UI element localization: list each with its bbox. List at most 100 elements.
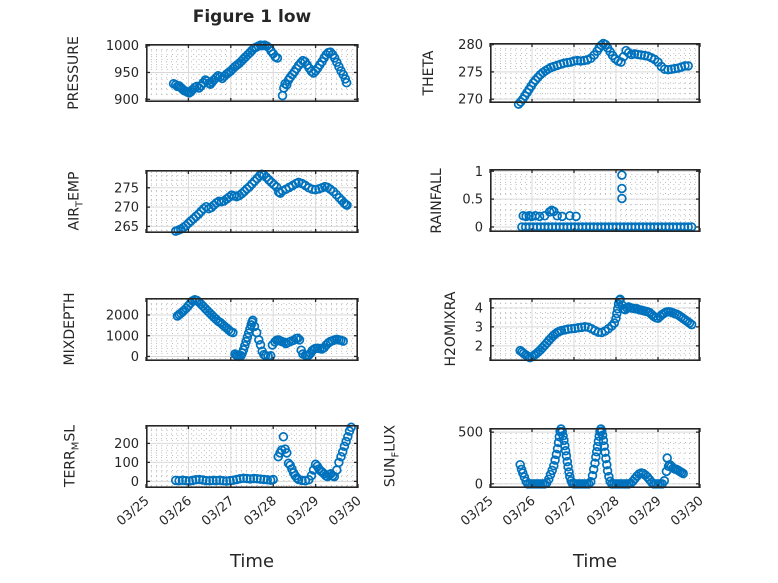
y-tick-label: 0: [131, 350, 139, 365]
data-points: [513, 38, 693, 109]
data-point: [544, 474, 554, 484]
data-point: [170, 475, 181, 486]
y-tick-label: 4: [475, 301, 483, 316]
data-point: [591, 452, 601, 462]
data-point: [530, 75, 541, 85]
data-point: [544, 207, 555, 217]
data-points: [517, 170, 697, 232]
data-point: [269, 179, 279, 190]
data-point: [557, 211, 567, 222]
data-point: [272, 53, 283, 63]
plot-border: [146, 425, 358, 489]
x-axis-label-left: Time: [229, 551, 275, 572]
data-point: [240, 340, 250, 351]
y-tick-label: 1000: [106, 39, 139, 54]
data-point: [334, 193, 345, 203]
subplot-rainfall: 00.51: [462, 165, 701, 236]
y-tick-label: 280: [458, 38, 483, 53]
data-point: [566, 323, 577, 334]
data-point: [588, 464, 599, 475]
y-tick-label: 200: [114, 437, 139, 452]
y-axis-label-pressure: PRESSURE: [66, 36, 82, 110]
data-point: [238, 345, 249, 355]
data-point: [341, 436, 351, 447]
data-point: [678, 468, 688, 479]
data-point: [552, 211, 562, 221]
minor-grid: [490, 169, 700, 232]
y-tick-label: 0.5: [462, 193, 483, 208]
y-axis-label-terr-msl: TERRMSL: [62, 424, 82, 488]
x-tick-label: 03/26: [157, 494, 195, 530]
y-tick-label: 0: [475, 221, 483, 236]
data-point: [561, 451, 572, 461]
data-point: [592, 441, 603, 452]
y-axis-label-h2omixra: H2OMIXRA: [443, 291, 459, 367]
data-point: [599, 441, 609, 451]
data-point: [194, 474, 205, 485]
data-point: [575, 56, 586, 66]
data-point: [563, 324, 573, 334]
data-point: [247, 179, 257, 189]
data-point: [334, 457, 344, 468]
data-point: [339, 441, 350, 452]
data-point: [264, 175, 274, 185]
x-tick-label: 03/27: [199, 494, 237, 530]
data-point: [221, 476, 232, 486]
y-tick-label: 100: [114, 456, 139, 471]
data-point: [616, 57, 626, 67]
y-tick-label: 0: [131, 475, 139, 490]
data-point: [636, 50, 646, 60]
data-point: [633, 49, 643, 60]
x-tick-label: 03/30: [668, 494, 706, 530]
y-tick-label: 1: [475, 165, 483, 180]
data-point: [602, 466, 613, 476]
y-tick-label: 275: [458, 65, 483, 80]
y-tick-label: 275: [114, 181, 139, 196]
data-point: [609, 318, 620, 328]
data-point: [558, 431, 568, 441]
data-point: [680, 61, 690, 71]
y-tick-label: 3: [475, 320, 483, 335]
data-point: [530, 211, 541, 221]
data-point: [201, 475, 211, 486]
subplot-sun-flux: 0 500 03/25 03/26 03/27 03/28 03/29 03/30: [458, 424, 707, 529]
plot-border: [490, 298, 700, 362]
y-axis-label-theta: THETA: [421, 50, 437, 96]
plot-border: [490, 169, 700, 233]
data-points: [168, 40, 352, 101]
data-point: [249, 321, 260, 332]
data-point: [183, 218, 194, 229]
data-point: [206, 202, 217, 213]
data-point: [296, 58, 306, 68]
data-point: [346, 422, 356, 433]
data-points: [170, 169, 352, 236]
data-point: [211, 475, 222, 486]
data-point: [683, 61, 693, 71]
major-grid: [146, 425, 358, 488]
x-tick-label: 03/29: [626, 494, 664, 530]
subplot-air-temp: 265 270 275: [114, 169, 359, 236]
data-point: [341, 77, 352, 88]
x-axis-label-right: Time: [572, 551, 618, 572]
data-point: [225, 475, 235, 486]
y-tick-label: 270: [114, 201, 139, 216]
subplot-h2omixra: 2 3 4: [475, 294, 701, 363]
x-tick-label: 03/28: [241, 494, 279, 530]
data-point: [191, 211, 201, 222]
y-tick-label: 1000: [106, 329, 139, 344]
data-point: [596, 426, 607, 436]
data-point: [242, 184, 252, 194]
data-point: [277, 90, 288, 101]
y-tick-label: 500: [458, 426, 483, 441]
data-point: [292, 473, 302, 483]
data-point: [188, 213, 199, 224]
x-tick-label: 03/30: [326, 494, 364, 530]
data-point: [211, 73, 221, 83]
x-tick-label: 03/25: [458, 494, 496, 530]
y-tick-label: 2000: [106, 309, 139, 324]
data-point: [186, 216, 196, 226]
data-point: [602, 459, 612, 470]
data-point: [617, 183, 627, 194]
data-point: [228, 327, 238, 338]
x-tick-label: 03/27: [542, 494, 580, 530]
